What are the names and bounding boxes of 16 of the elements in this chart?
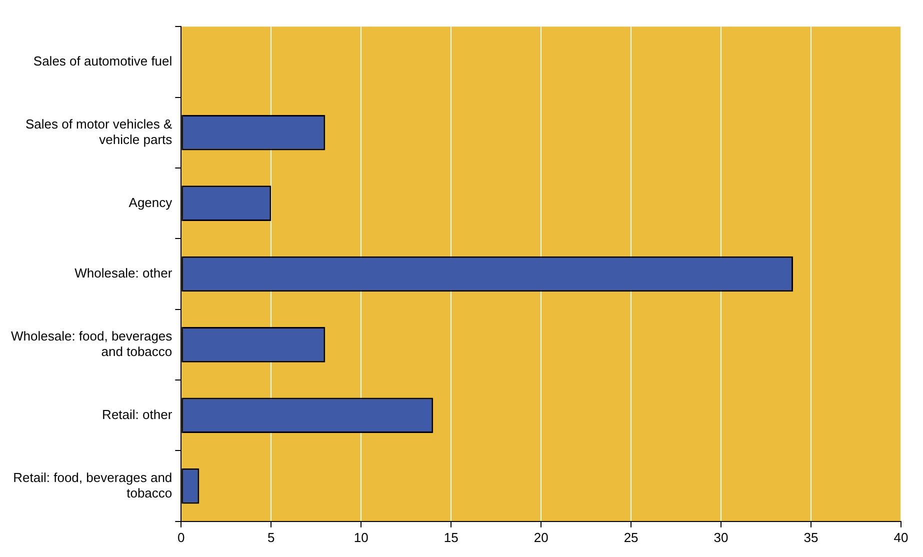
x-tick-label: 5 — [268, 530, 275, 545]
y-tick-label: Retail: food, beverages and tobacco — [13, 470, 172, 500]
x-tick-label: 0 — [178, 530, 185, 545]
y-tick-label: Wholesale: other — [74, 266, 173, 281]
x-tick-label: 30 — [714, 530, 728, 545]
x-tick-label: 35 — [804, 530, 818, 545]
x-tick-label: 20 — [534, 530, 548, 545]
x-tick-label: 10 — [354, 530, 368, 545]
y-tick-label: Agency — [128, 194, 173, 210]
y-tick-label: Sales of automotive fuel — [33, 54, 172, 69]
x-tick-label: 40 — [894, 530, 908, 545]
y-tick-label: Sales of motor vehicles & vehicle parts — [25, 116, 173, 148]
y-tick-label: Retail: other — [102, 406, 173, 422]
x-tick-label: 15 — [444, 530, 458, 545]
y-tick-label: Wholesale: food, beverages and tobacco — [11, 328, 173, 360]
x-tick-label: 25 — [624, 530, 638, 545]
